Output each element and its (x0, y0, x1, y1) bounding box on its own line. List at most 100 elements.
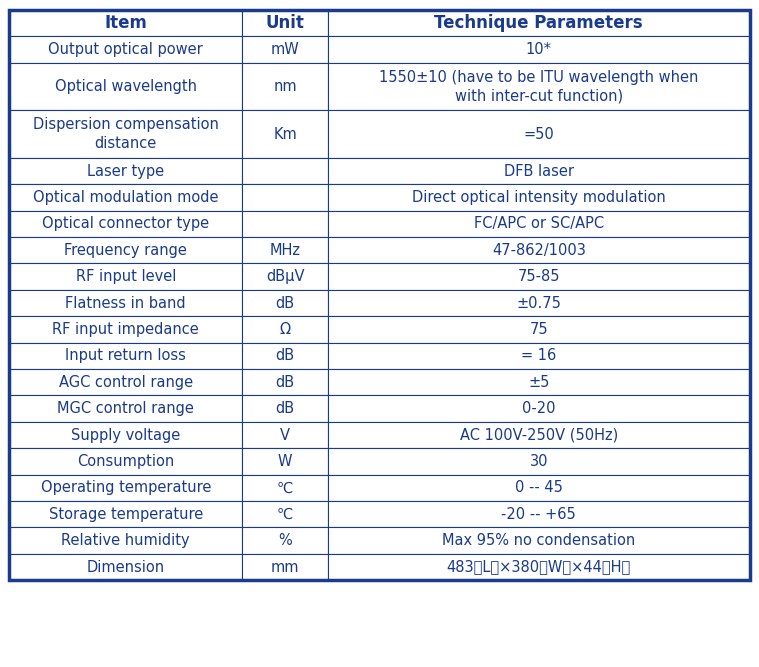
Bar (9, 369, 242, 396)
Text: 75: 75 (530, 322, 548, 337)
Bar (328, 237, 750, 263)
Bar (9, 10, 242, 37)
Bar (9, 63, 242, 110)
Bar (9, 501, 242, 528)
Text: 30: 30 (530, 454, 548, 469)
Bar (328, 501, 750, 528)
Bar (242, 316, 328, 343)
Text: 1550±10 (have to be ITU wavelength when
with inter-cut function): 1550±10 (have to be ITU wavelength when … (379, 70, 698, 103)
Bar (9, 10, 750, 580)
Text: Input return loss: Input return loss (65, 348, 186, 364)
Bar (242, 396, 328, 422)
Bar (328, 422, 750, 448)
Bar (9, 554, 242, 580)
Bar (9, 37, 242, 63)
Bar (9, 110, 242, 158)
Bar (9, 448, 242, 475)
Text: Output optical power: Output optical power (49, 42, 203, 57)
Bar (328, 528, 750, 554)
Bar (9, 211, 242, 237)
Bar (9, 184, 242, 211)
Bar (328, 554, 750, 580)
Bar (9, 263, 242, 290)
Bar (242, 10, 328, 37)
Text: RF input level: RF input level (76, 269, 176, 284)
Text: Optical modulation mode: Optical modulation mode (33, 190, 219, 205)
Text: mm: mm (271, 560, 299, 574)
Text: dB: dB (276, 295, 294, 311)
Bar (328, 110, 750, 158)
Bar (242, 290, 328, 316)
Text: Flatness in band: Flatness in band (65, 295, 186, 311)
Bar (242, 110, 328, 158)
Text: Consumption: Consumption (77, 454, 175, 469)
Text: Unit: Unit (266, 14, 304, 32)
Text: dB: dB (276, 375, 294, 390)
Text: ±5: ±5 (528, 375, 550, 390)
Bar (328, 211, 750, 237)
Text: dBμV: dBμV (266, 269, 304, 284)
Text: V: V (280, 428, 290, 443)
Text: Optical wavelength: Optical wavelength (55, 79, 197, 94)
Text: Km: Km (273, 127, 297, 141)
Bar (242, 211, 328, 237)
Bar (242, 184, 328, 211)
Text: MHz: MHz (269, 243, 301, 257)
Text: 0 -- 45: 0 -- 45 (515, 480, 562, 496)
Bar (242, 158, 328, 184)
Bar (328, 290, 750, 316)
Bar (9, 343, 242, 369)
Text: Storage temperature: Storage temperature (49, 507, 203, 522)
Text: Operating temperature: Operating temperature (40, 480, 211, 496)
Text: DFB laser: DFB laser (504, 163, 574, 179)
Bar (328, 369, 750, 396)
Bar (242, 37, 328, 63)
Text: 47-862/1003: 47-862/1003 (492, 243, 586, 257)
Text: Dispersion compensation
distance: Dispersion compensation distance (33, 117, 219, 151)
Text: 0-20: 0-20 (522, 401, 556, 416)
Text: ±0.75: ±0.75 (516, 295, 561, 311)
Text: Optical connector type: Optical connector type (43, 216, 209, 231)
Text: 10*: 10* (526, 42, 552, 57)
Text: dB: dB (276, 401, 294, 416)
Text: Item: Item (104, 14, 147, 32)
Text: = 16: = 16 (521, 348, 556, 364)
Bar (328, 396, 750, 422)
Text: Dimension: Dimension (87, 560, 165, 574)
Bar (242, 501, 328, 528)
Text: Laser type: Laser type (87, 163, 165, 179)
Text: =50: =50 (524, 127, 554, 141)
Bar (328, 316, 750, 343)
Bar (242, 263, 328, 290)
Bar (9, 528, 242, 554)
Text: ℃: ℃ (277, 507, 293, 522)
Text: 75-85: 75-85 (518, 269, 560, 284)
Text: Relative humidity: Relative humidity (61, 533, 190, 548)
Bar (242, 237, 328, 263)
Bar (242, 63, 328, 110)
Text: Frequency range: Frequency range (65, 243, 187, 257)
Text: Supply voltage: Supply voltage (71, 428, 181, 443)
Text: Max 95% no condensation: Max 95% no condensation (442, 533, 635, 548)
Text: MGC control range: MGC control range (58, 401, 194, 416)
Bar (328, 184, 750, 211)
Bar (328, 475, 750, 501)
Bar (242, 448, 328, 475)
Bar (242, 475, 328, 501)
Bar (242, 528, 328, 554)
Text: dB: dB (276, 348, 294, 364)
Text: RF input impedance: RF input impedance (52, 322, 199, 337)
Bar (9, 475, 242, 501)
Bar (242, 422, 328, 448)
Bar (9, 290, 242, 316)
Text: Direct optical intensity modulation: Direct optical intensity modulation (412, 190, 666, 205)
Bar (9, 396, 242, 422)
Bar (242, 343, 328, 369)
Bar (242, 369, 328, 396)
Bar (9, 158, 242, 184)
Text: W: W (278, 454, 292, 469)
Bar (9, 10, 750, 580)
Bar (9, 237, 242, 263)
Text: Ω: Ω (279, 322, 291, 337)
Bar (9, 422, 242, 448)
